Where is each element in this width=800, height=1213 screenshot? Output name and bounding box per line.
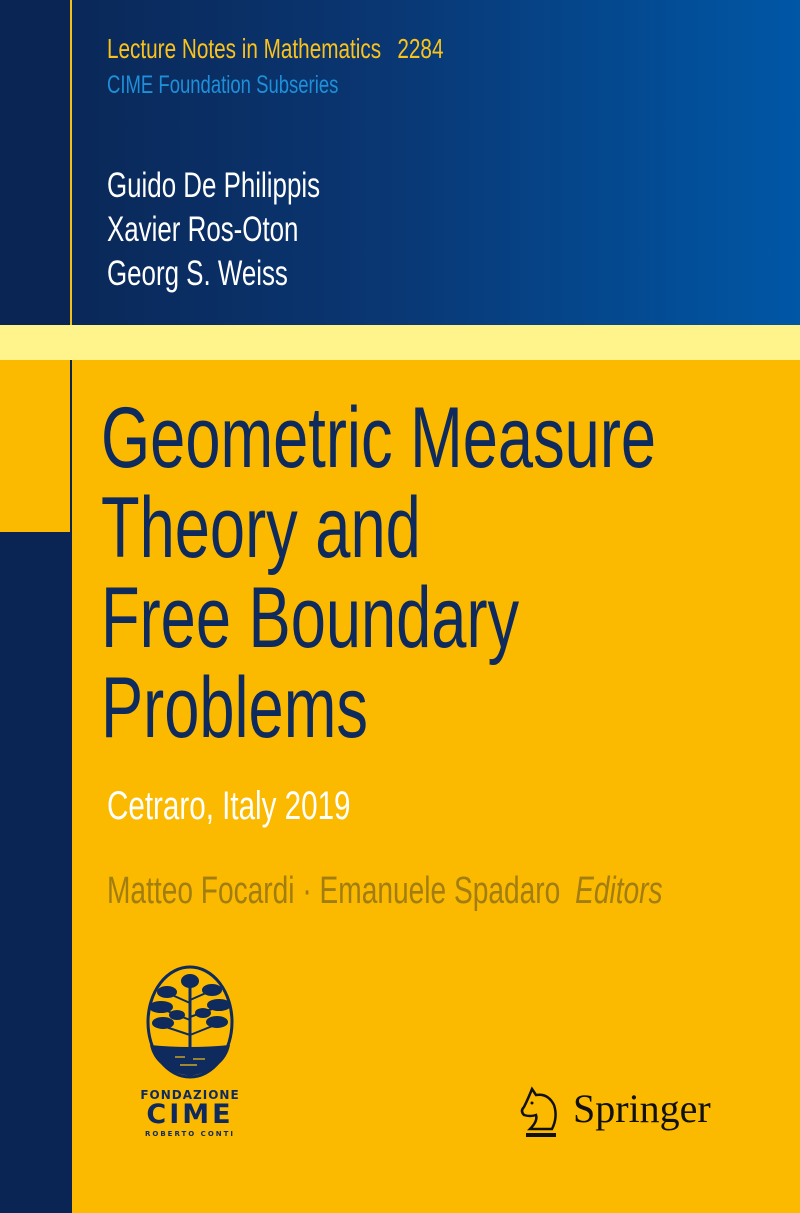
- book-title-line: Theory and: [101, 480, 421, 576]
- cime-logo: FONDAZIONE CIME ROBERTO CONTI: [135, 965, 245, 1138]
- publisher-name: Springer: [573, 1086, 711, 1131]
- book-title-line: Free Boundary: [101, 570, 520, 666]
- editors-role: Editors: [575, 870, 663, 912]
- cime-line1: FONDAZIONE: [140, 1088, 240, 1102]
- cime-line2: CIME: [146, 1099, 234, 1130]
- knight-horse-icon: [520, 1086, 557, 1137]
- subtitle: Cetraro, Italy 2019: [107, 784, 351, 828]
- series-name: Lecture Notes in Mathematics: [107, 33, 382, 64]
- divider-line: [70, 360, 72, 532]
- author: Xavier Ros-Oton: [107, 210, 299, 249]
- divider-line: [70, 0, 72, 325]
- series-title: Lecture Notes in Mathematics 2284: [107, 33, 443, 65]
- spine-bar-top: [0, 0, 70, 325]
- author: Georg S. Weiss: [107, 254, 288, 293]
- series-number: 2284: [397, 33, 444, 64]
- editor-names: Matteo Focardi · Emanuele Spadaro: [107, 870, 561, 912]
- book-title-line: Problems: [101, 660, 368, 756]
- cime-line3: ROBERTO CONTI: [144, 1130, 236, 1138]
- author: Guido De Philippis: [107, 166, 321, 205]
- subseries: CIME Foundation Subseries: [107, 71, 339, 99]
- tree-oval-icon: [146, 965, 234, 1079]
- light-yellow-band: [0, 325, 800, 360]
- book-title-line: Geometric Measure: [101, 390, 657, 486]
- springer-logo: Springer: [518, 1085, 711, 1146]
- cover-top-panel: [0, 0, 800, 325]
- editors: Matteo Focardi · Emanuele Spadaro Editors: [107, 870, 663, 913]
- spine-bar-bottom: [0, 532, 72, 1213]
